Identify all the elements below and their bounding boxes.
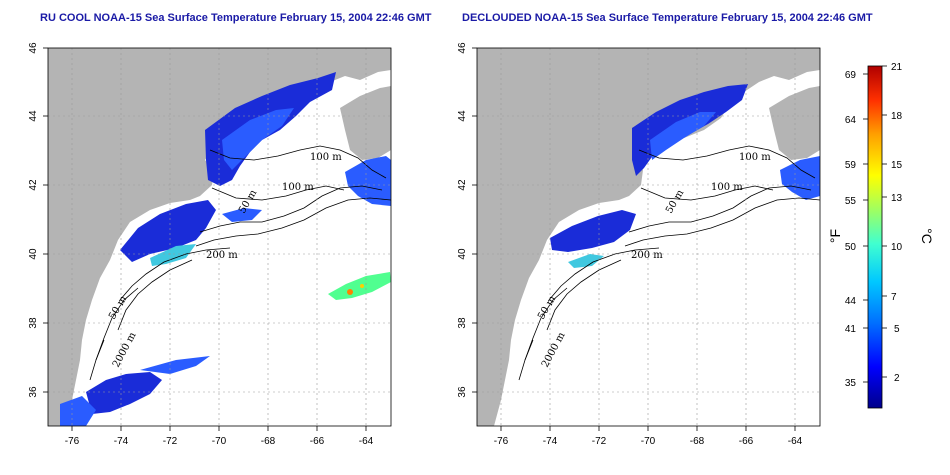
sst-patch-gulf-of-maine-light: [650, 112, 716, 160]
x-tick-label: -74: [114, 436, 129, 447]
map-frame: [47, 47, 392, 427]
sst-patch-scotian-shelf: [345, 156, 391, 206]
map-frame: [476, 47, 821, 427]
celsius-tick: 21: [891, 62, 903, 73]
x-tick-label: -76: [65, 436, 80, 447]
y-tick-label: 46: [28, 42, 39, 54]
fahrenheit-tick: 64: [845, 115, 857, 126]
sst-patch-southern-new-england: [550, 210, 636, 252]
x-tick-label: -72: [163, 436, 178, 447]
land-mass: [48, 48, 391, 426]
left-map-panel: 100 m 100 m 50 m 200 m 50 m 2000 m -76 -…: [28, 42, 392, 447]
right-map-title: DECLOUDED NOAA-15 Sea Surface Temperatur…: [462, 12, 873, 24]
sst-patch-hatteras: [86, 372, 162, 414]
celsius-tick: 13: [891, 193, 903, 204]
x-tick-label: -70: [641, 436, 656, 447]
x-axis-ticks: [43, 47, 367, 431]
x-tick-label: -64: [788, 436, 803, 447]
isobath-label: 100 m: [739, 152, 771, 163]
colorbar-ticks: [863, 65, 887, 383]
x-tick-label: -72: [592, 436, 607, 447]
nova-scotia: [769, 86, 820, 160]
fahrenheit-tick: 35: [845, 378, 857, 389]
celsius-tick: 10: [891, 242, 903, 253]
grid-lines: [477, 48, 820, 426]
y-tick-label: 42: [457, 179, 468, 191]
sst-patch-hatteras-2: [60, 396, 96, 426]
sst-warm-spot: [347, 289, 353, 295]
y-tick-label: 40: [457, 248, 468, 260]
right-map-panel: 100 m 100 m 50 m 200 m 50 m 2000 m -76 -…: [457, 42, 821, 447]
land-mass: [477, 48, 820, 426]
y-tick-label: 36: [457, 386, 468, 398]
y-tick-label: 42: [28, 179, 39, 191]
sst-patch-midatlantic: [140, 356, 210, 374]
x-axis-ticks: [472, 47, 796, 431]
x-tick-label: -76: [494, 436, 509, 447]
fahrenheit-tick: 44: [845, 296, 857, 307]
celsius-unit-label: °C: [919, 228, 935, 244]
y-tick-label: 46: [457, 42, 468, 54]
x-tick-label: -70: [212, 436, 227, 447]
sst-patch-shelf-cyan: [150, 244, 196, 266]
celsius-tick: 5: [894, 324, 900, 335]
x-tick-label: -68: [690, 436, 705, 447]
x-tick-label: -66: [739, 436, 754, 447]
sst-patch-georges: [222, 208, 262, 222]
fahrenheit-tick: 55: [845, 196, 857, 207]
isobath-label: 200 m: [206, 250, 238, 261]
celsius-tick: 7: [891, 292, 897, 303]
y-tick-label: 36: [28, 386, 39, 398]
sst-patch-gulfstream: [328, 272, 391, 300]
fahrenheit-unit-label: °F: [827, 229, 843, 243]
x-tick-label: -68: [261, 436, 276, 447]
sst-warm-spot: [360, 284, 364, 288]
fahrenheit-tick: 69: [845, 70, 857, 81]
y-tick-label: 38: [28, 317, 39, 329]
y-tick-label: 44: [457, 110, 468, 122]
celsius-tick: 15: [891, 160, 903, 171]
sst-patch-gulf-of-maine-light: [222, 108, 294, 170]
isobath-lines: [89, 145, 391, 381]
grid-lines: [48, 48, 391, 426]
nova-scotia: [340, 86, 391, 160]
y-tick-label: 44: [28, 110, 39, 122]
x-tick-label: -66: [310, 436, 325, 447]
isobath-label: 100 m: [282, 182, 314, 193]
colorbar: 69 64 59 55 50 44 41 35 21 18 15 13 10 7…: [827, 62, 935, 409]
isobath-label: 100 m: [711, 182, 743, 193]
x-tick-label: -64: [359, 436, 374, 447]
fahrenheit-tick: 50: [845, 242, 857, 253]
left-map-title: RU COOL NOAA-15 Sea Surface Temperature …: [40, 12, 432, 24]
celsius-tick: 18: [891, 111, 903, 122]
isobath-label: 200 m: [631, 250, 663, 261]
celsius-tick: 2: [894, 373, 900, 384]
isobath-lines: [518, 145, 820, 381]
sst-patch-scotian-shelf: [780, 156, 820, 200]
isobath-label: 100 m: [310, 152, 342, 163]
x-tick-label: -74: [543, 436, 558, 447]
colorbar-gradient: [867, 65, 883, 409]
sst-patch-southern-new-england: [120, 200, 216, 262]
y-tick-label: 38: [457, 317, 468, 329]
fahrenheit-tick: 59: [845, 160, 857, 171]
fahrenheit-tick: 41: [845, 324, 857, 335]
sst-patch-shelf-cyan: [568, 254, 604, 268]
y-tick-label: 40: [28, 248, 39, 260]
